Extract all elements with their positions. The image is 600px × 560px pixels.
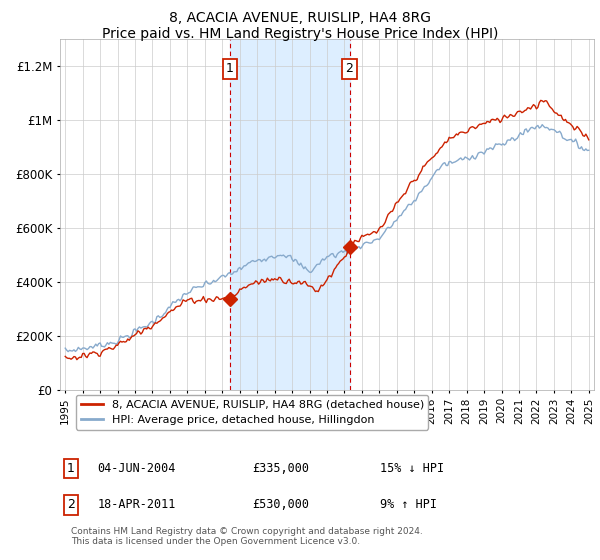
Text: 2: 2 bbox=[346, 63, 353, 76]
Text: 18-APR-2011: 18-APR-2011 bbox=[97, 498, 176, 511]
Text: 04-JUN-2004: 04-JUN-2004 bbox=[97, 462, 176, 475]
Text: 2: 2 bbox=[67, 498, 74, 511]
Text: 1: 1 bbox=[226, 63, 233, 76]
Text: 15% ↓ HPI: 15% ↓ HPI bbox=[380, 462, 445, 475]
Text: £335,000: £335,000 bbox=[252, 462, 309, 475]
Legend: 8, ACACIA AVENUE, RUISLIP, HA4 8RG (detached house), HPI: Average price, detache: 8, ACACIA AVENUE, RUISLIP, HA4 8RG (deta… bbox=[76, 395, 428, 430]
Text: 1: 1 bbox=[67, 462, 74, 475]
Text: £530,000: £530,000 bbox=[252, 498, 309, 511]
Text: 9% ↑ HPI: 9% ↑ HPI bbox=[380, 498, 437, 511]
Text: 8, ACACIA AVENUE, RUISLIP, HA4 8RG
Price paid vs. HM Land Registry's House Price: 8, ACACIA AVENUE, RUISLIP, HA4 8RG Price… bbox=[102, 11, 498, 41]
Bar bbox=[230, 39, 350, 390]
Text: Contains HM Land Registry data © Crown copyright and database right 2024.
This d: Contains HM Land Registry data © Crown c… bbox=[71, 527, 422, 546]
